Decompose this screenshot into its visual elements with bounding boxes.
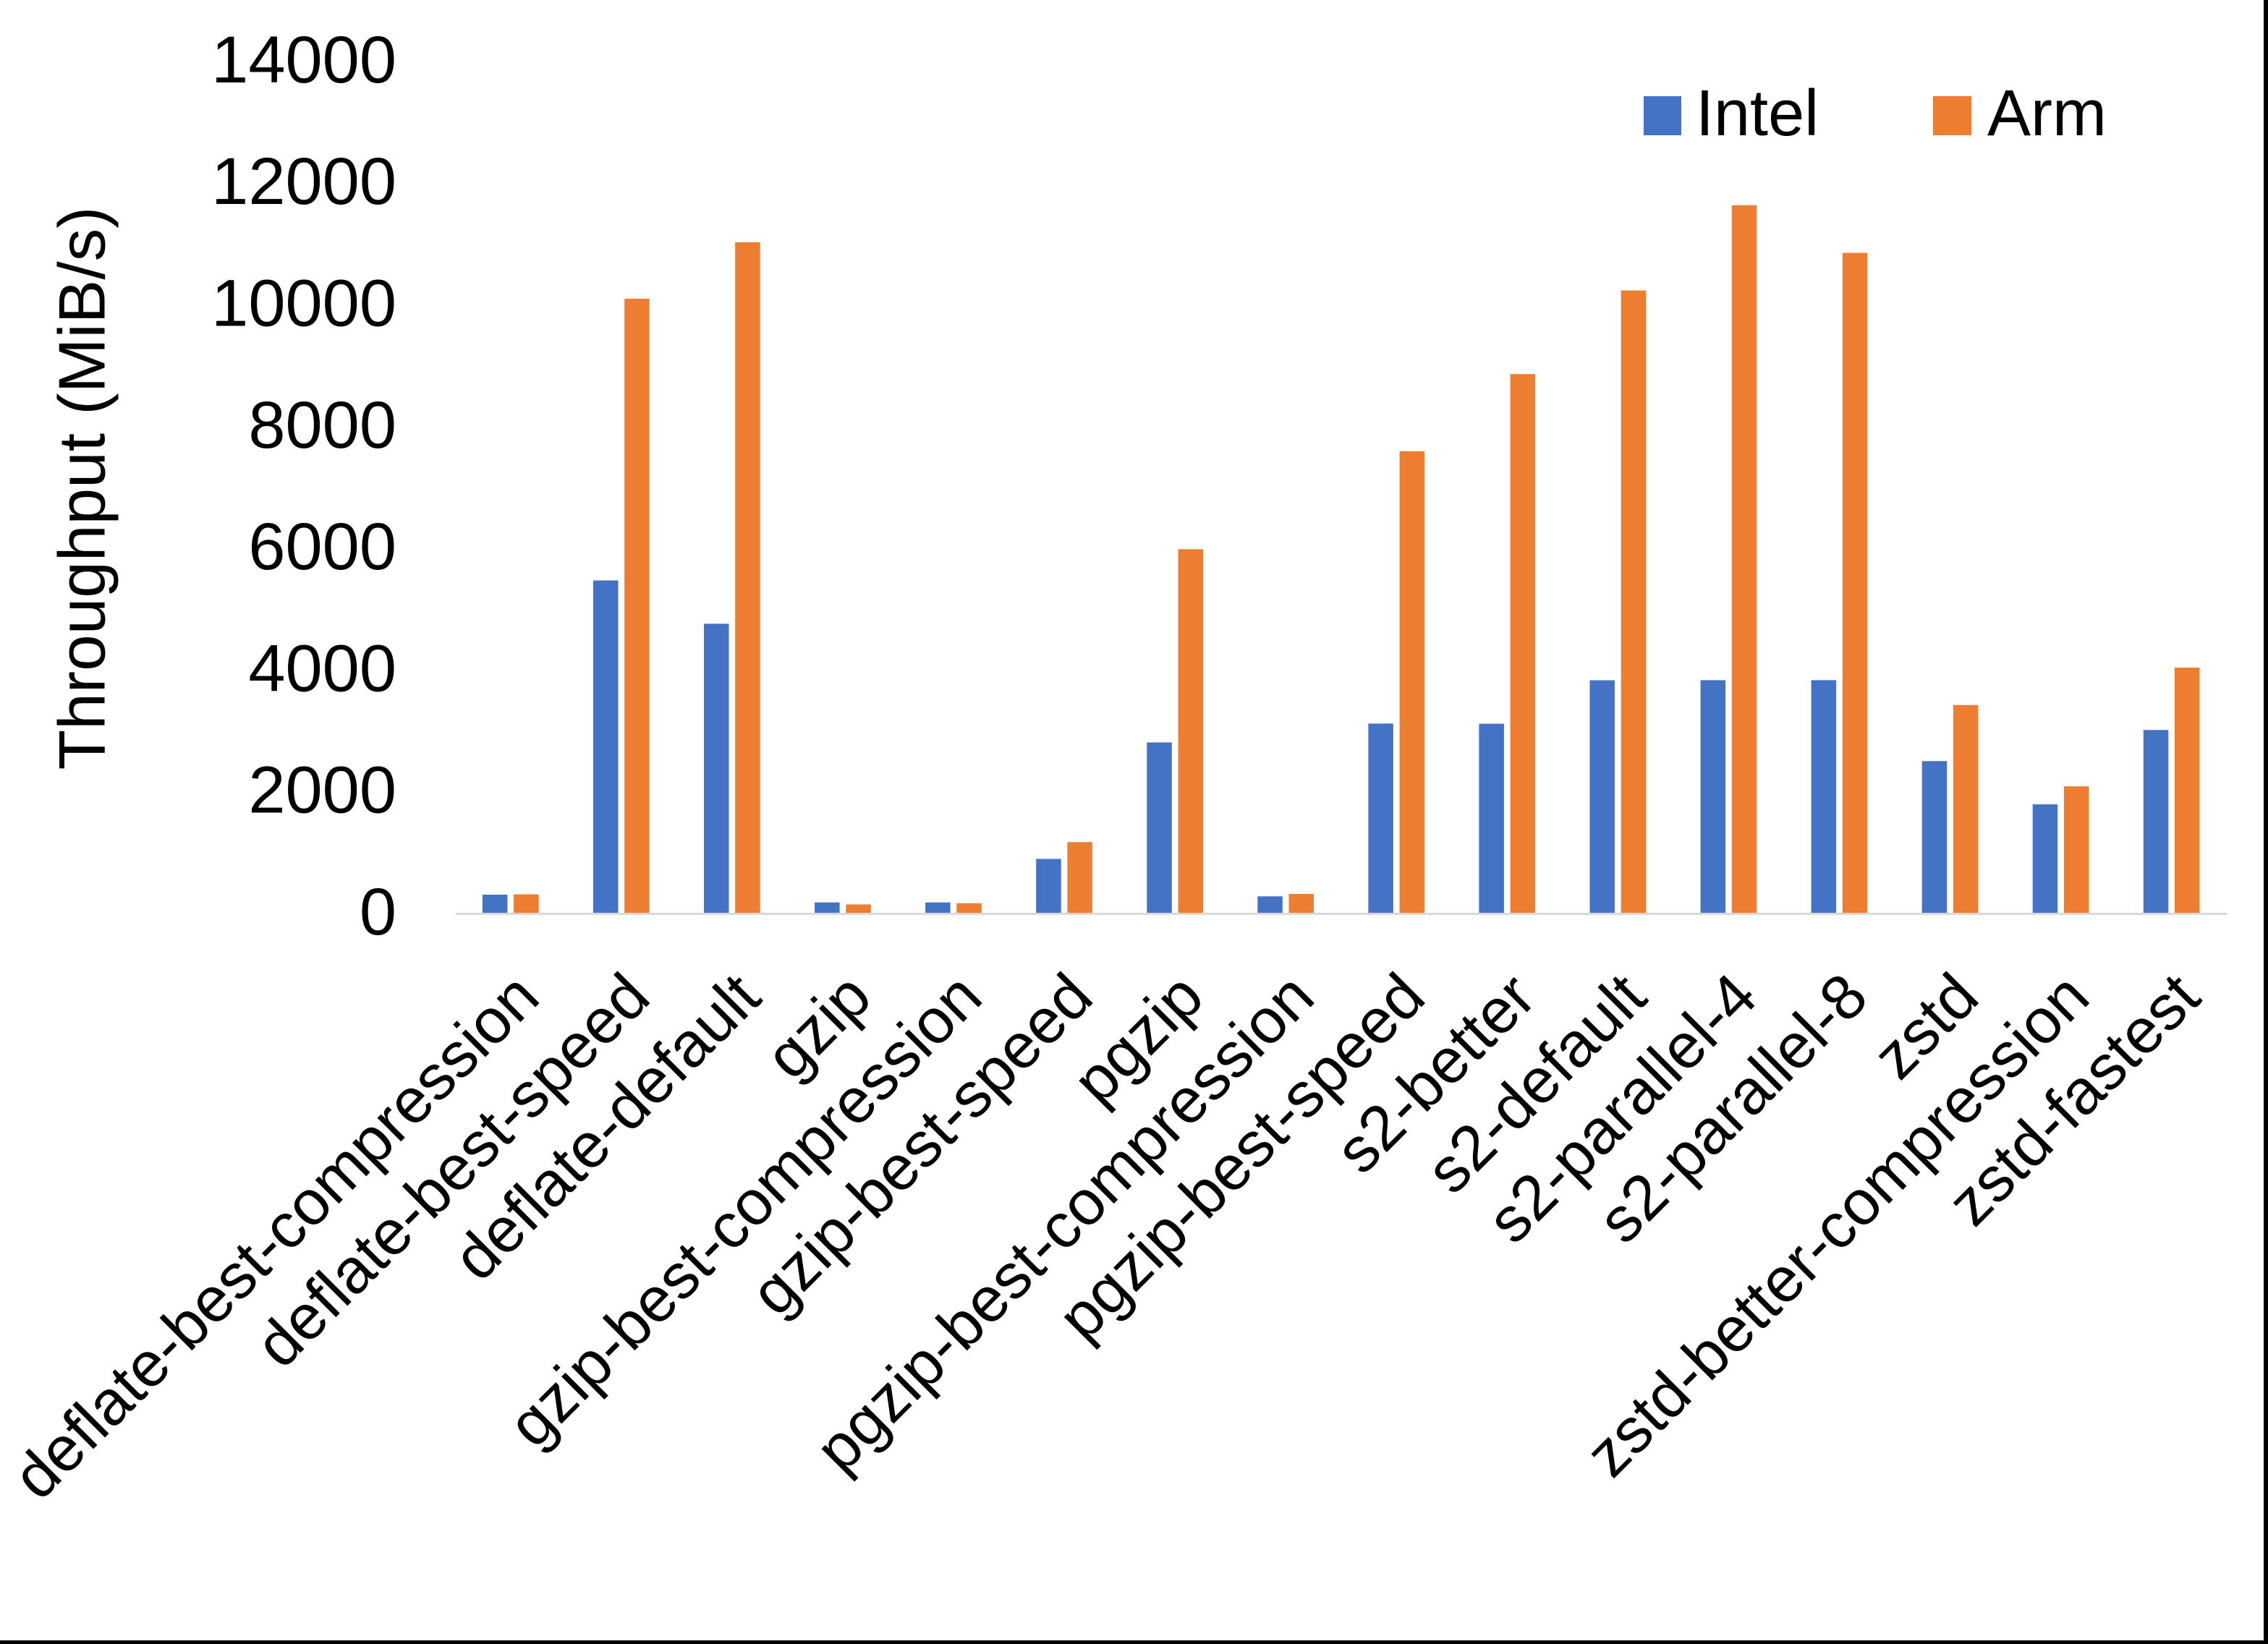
svg-text:Arm: Arm	[1987, 77, 2107, 150]
svg-text:4000: 4000	[248, 631, 396, 705]
svg-text:Intel: Intel	[1696, 77, 1819, 150]
svg-text:6000: 6000	[248, 510, 396, 584]
svg-text:2000: 2000	[248, 754, 396, 827]
svg-text:12000: 12000	[211, 145, 396, 218]
svg-text:Throughput (MiB/s): Throughput (MiB/s)	[46, 207, 119, 770]
svg-text:10000: 10000	[211, 267, 396, 341]
svg-text:14000: 14000	[211, 23, 396, 97]
svg-text:8000: 8000	[248, 388, 396, 462]
svg-text:0: 0	[360, 875, 396, 949]
